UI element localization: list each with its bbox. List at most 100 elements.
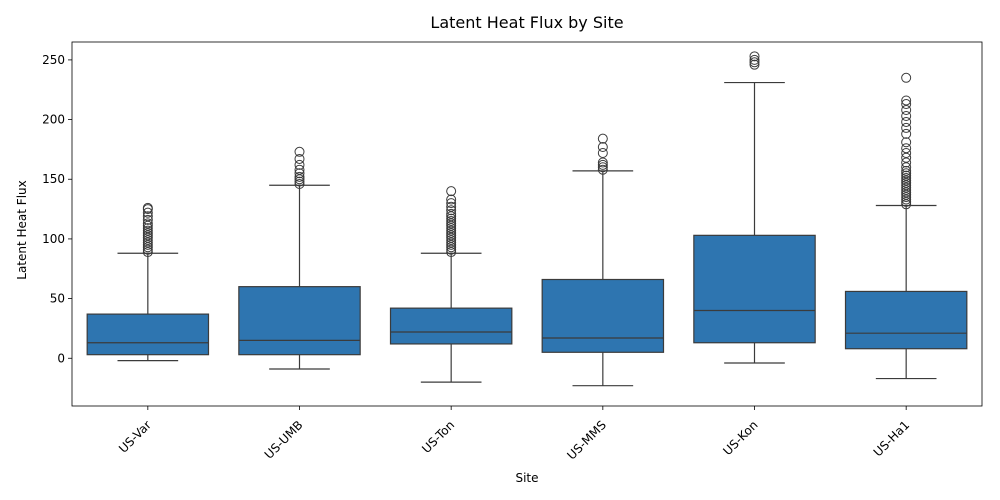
outlier-point [446, 216, 457, 227]
iqr-box [541, 278, 665, 353]
outlier-point [901, 95, 912, 106]
outlier-point [446, 223, 457, 234]
outlier-point [446, 247, 457, 258]
outlier-point [446, 218, 457, 229]
outlier-point [142, 235, 153, 246]
outlier-point [294, 146, 305, 157]
iqr-box [389, 307, 513, 345]
outlier-point [446, 198, 457, 209]
y-tick-label: 250 [42, 53, 65, 67]
outlier-point [142, 247, 153, 258]
iqr-box [844, 290, 968, 350]
outlier-point [901, 122, 912, 133]
outlier-point [901, 173, 912, 184]
outlier-point [142, 230, 153, 241]
outlier-point [901, 147, 912, 158]
outlier-point [901, 116, 912, 127]
outlier-point [142, 242, 153, 253]
iqr-box [693, 234, 816, 344]
outlier-point [597, 142, 608, 153]
x-tick-label: US-UMB [262, 418, 306, 462]
outlier-point [901, 99, 912, 110]
outlier-point [446, 208, 457, 219]
outlier-point [901, 187, 912, 198]
outlier-point [597, 147, 608, 158]
outlier-point [142, 244, 153, 255]
outlier-point [446, 225, 457, 236]
outlier-point [294, 179, 305, 190]
outlier-point [901, 170, 912, 181]
outlier-point [446, 230, 457, 241]
outlier-point [446, 186, 457, 197]
outlier-point [901, 194, 912, 205]
outlier-point [749, 54, 760, 65]
outlier-point [294, 171, 305, 182]
outlier-point [142, 207, 153, 218]
iqr-box [86, 313, 210, 356]
outlier-point [142, 225, 153, 236]
outlier-point [901, 143, 912, 154]
outlier-point [446, 213, 457, 224]
outlier-point [901, 152, 912, 163]
outlier-point [901, 175, 912, 186]
outlier-point [597, 159, 608, 170]
y-tick-label: 0 [57, 351, 65, 365]
outlier-point [901, 128, 912, 139]
outlier-point [446, 194, 457, 205]
x-tick-label: US-Var [116, 418, 154, 456]
outlier-point [901, 168, 912, 179]
outlier-point [446, 211, 457, 222]
y-tick-label: 150 [42, 172, 65, 186]
outlier-point [142, 220, 153, 231]
outlier-point [901, 199, 912, 210]
outlier-point [294, 168, 305, 179]
outlier-point [142, 227, 153, 238]
outlier-point [142, 214, 153, 225]
outlier-point [901, 182, 912, 193]
outlier-point [597, 133, 608, 144]
outlier-point [294, 174, 305, 185]
outlier-point [446, 201, 457, 212]
outlier-point [901, 110, 912, 121]
outlier-point [901, 189, 912, 200]
x-tick-label: US-Kon [720, 418, 760, 458]
x-tick-label: US-Ha1 [871, 418, 913, 460]
outlier-point [901, 192, 912, 203]
y-axis-label: Latent Heat Flux [15, 180, 29, 279]
plot-frame [71, 41, 983, 407]
outlier-point [597, 164, 608, 175]
outlier-point [901, 180, 912, 191]
outlier-point [142, 237, 153, 248]
outlier-point [142, 211, 153, 222]
outlier-point [901, 165, 912, 176]
y-tick-label: 200 [42, 113, 65, 127]
outlier-point [446, 232, 457, 243]
x-tick-label: US-Ton [419, 418, 457, 456]
outlier-point [901, 72, 912, 83]
outlier-point [901, 105, 912, 116]
chart-title: Latent Heat Flux by Site [430, 13, 623, 32]
outlier-point [749, 51, 760, 62]
outlier-point [597, 157, 608, 168]
outlier-point [749, 59, 760, 70]
outlier-point [901, 157, 912, 168]
outlier-point [142, 232, 153, 243]
outlier-point [901, 162, 912, 173]
x-tick-label: US-MMS [564, 418, 609, 463]
x-axis-label: Site [515, 471, 538, 485]
iqr-box [238, 286, 361, 356]
outlier-point [446, 205, 457, 216]
outlier-point [446, 220, 457, 231]
outlier-point [446, 237, 457, 248]
outlier-point [294, 176, 305, 187]
outlier-point [142, 202, 153, 213]
outlier-point [901, 177, 912, 188]
outlier-point [446, 239, 457, 250]
outlier-point [294, 164, 305, 175]
outlier-point [749, 57, 760, 68]
outlier-point [294, 159, 305, 170]
y-tick-label: 50 [50, 292, 65, 306]
outlier-point [597, 162, 608, 173]
outlier-point [901, 196, 912, 207]
outlier-point [446, 227, 457, 238]
